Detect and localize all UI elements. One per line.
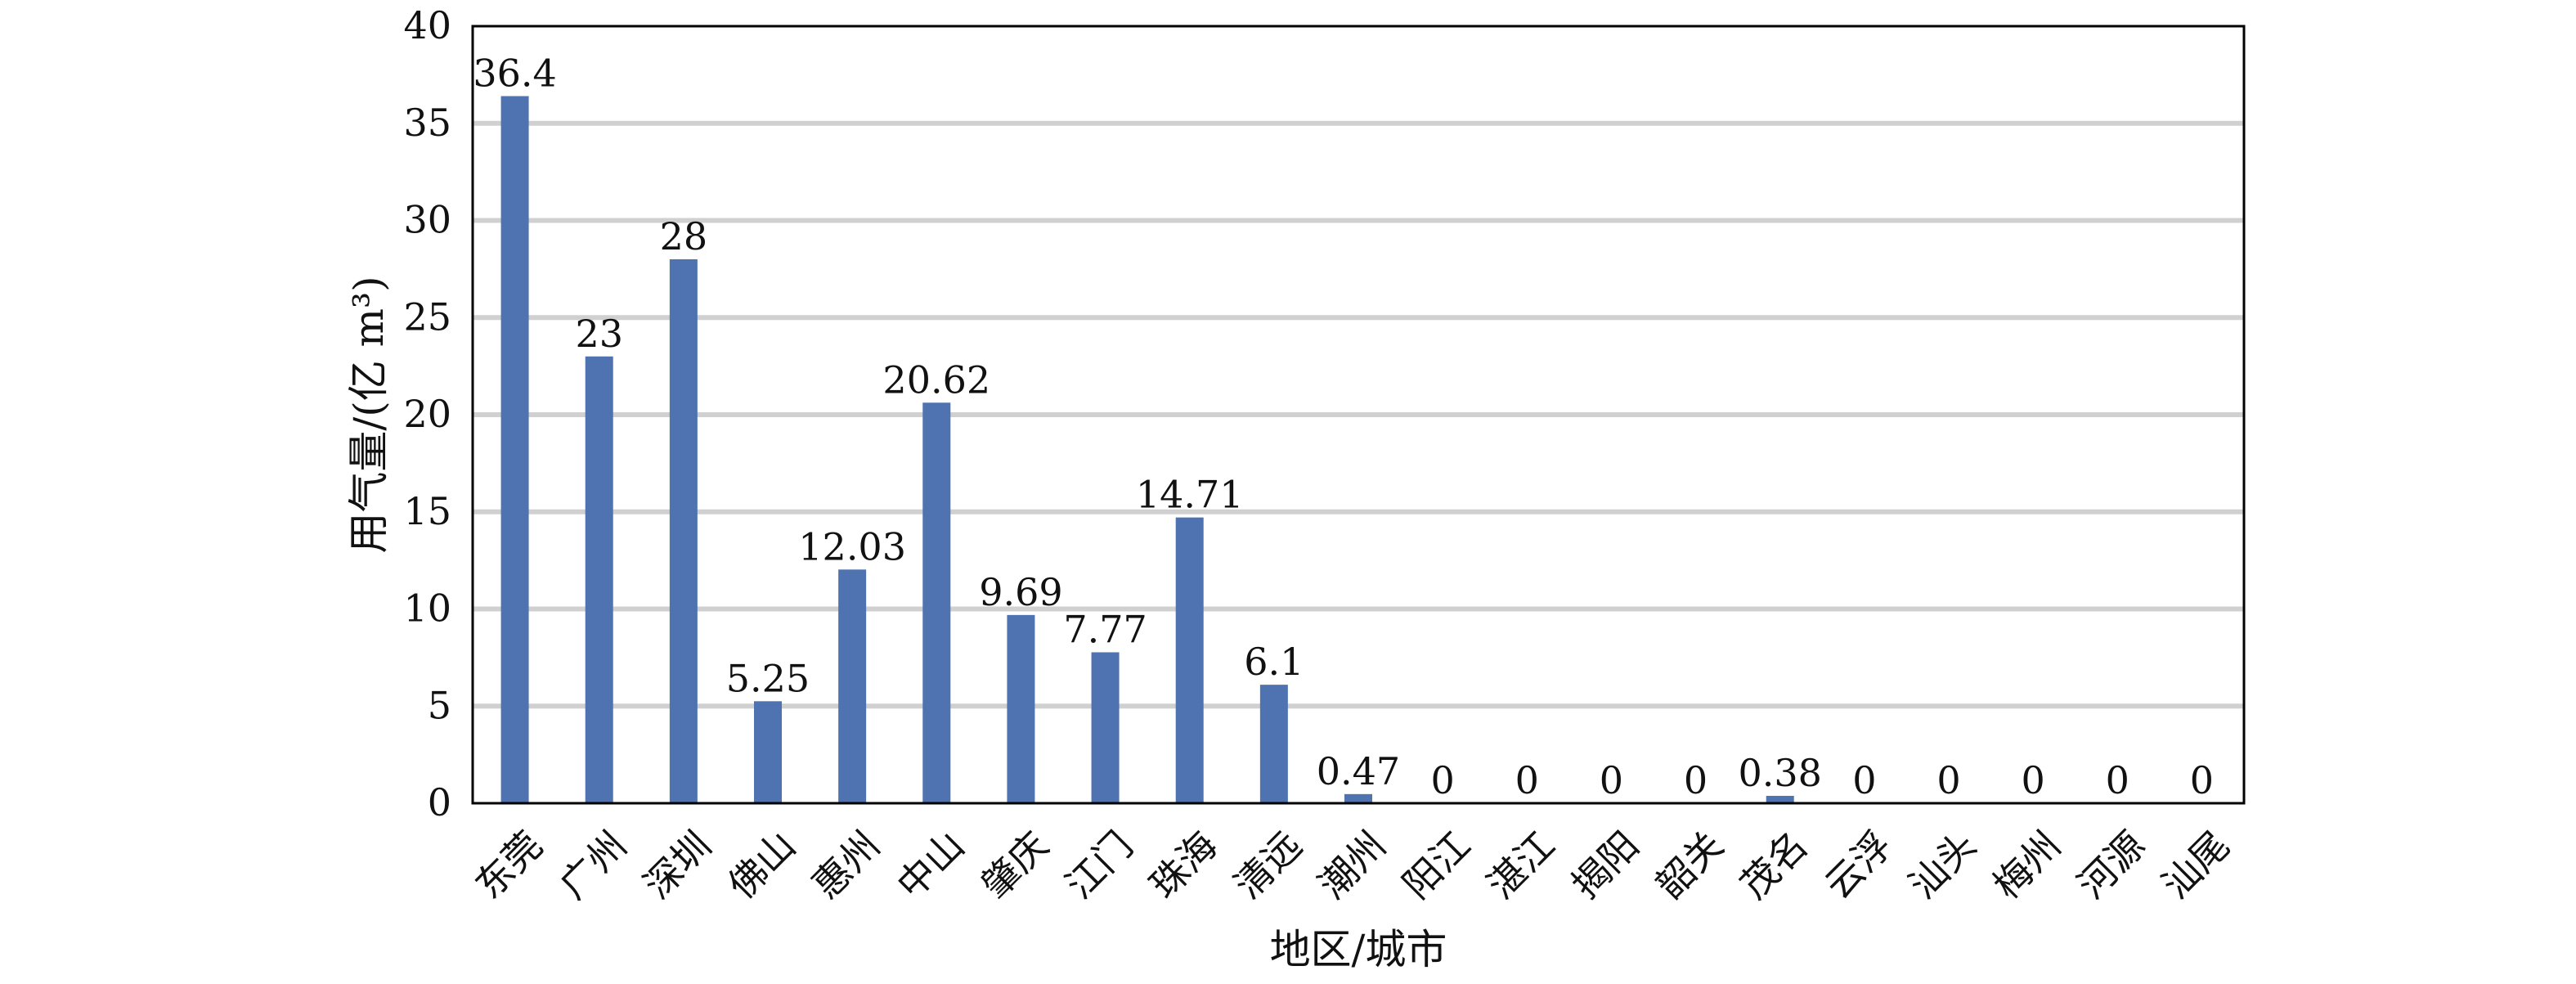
x-tick-label: 广州 — [551, 823, 635, 907]
x-tick-label: 河源 — [2069, 823, 2153, 907]
gridlines — [473, 120, 2244, 709]
y-axis-title: 用气量/(亿 m³) — [345, 276, 393, 553]
data-label: 0 — [1515, 758, 1539, 802]
data-label: 36.4 — [473, 52, 556, 96]
x-tick-label: 东莞 — [466, 823, 550, 907]
x-tick-label: 茂名 — [1732, 823, 1816, 907]
bar — [1091, 652, 1120, 803]
data-label: 0 — [2190, 758, 2214, 802]
data-label: 0.47 — [1317, 749, 1400, 793]
y-tick-label: 0 — [428, 780, 451, 824]
data-label: 23 — [575, 312, 623, 356]
data-label: 20.62 — [882, 357, 990, 402]
y-tick-label: 15 — [403, 489, 451, 533]
x-tick-label: 汕头 — [1901, 823, 1985, 907]
bar — [500, 96, 529, 803]
x-axis-title: 地区/城市 — [1270, 926, 1447, 973]
x-tick-label: 佛山 — [720, 823, 804, 907]
data-label: 5.25 — [726, 656, 810, 700]
bars — [500, 96, 1794, 803]
x-tick-label: 汕尾 — [2153, 823, 2237, 907]
data-label: 6.1 — [1244, 640, 1304, 684]
y-tick-label: 5 — [428, 683, 451, 727]
bar — [585, 356, 613, 803]
data-label: 0 — [2022, 758, 2045, 802]
x-tick-label: 韶关 — [1647, 823, 1731, 907]
data-label: 9.69 — [979, 570, 1062, 614]
y-tick-label: 25 — [403, 294, 451, 339]
x-tick-label: 珠海 — [1142, 823, 1226, 907]
bar — [1007, 614, 1035, 803]
y-tick-label: 10 — [403, 586, 451, 631]
data-label: 28 — [660, 214, 708, 258]
y-tick-label: 20 — [403, 392, 451, 436]
y-tick-label: 35 — [403, 101, 451, 145]
y-tick-label: 30 — [403, 198, 451, 242]
data-label: 0 — [2106, 758, 2129, 802]
data-label: 0 — [1852, 758, 1876, 802]
bar — [1766, 795, 1794, 803]
x-tick-label: 中山 — [888, 823, 972, 907]
x-tick-label: 云浮 — [1816, 823, 1901, 907]
bar — [669, 259, 698, 803]
data-label: 12.03 — [798, 524, 906, 568]
x-tick-label: 湛江 — [1479, 823, 1563, 907]
data-label: 0 — [1431, 758, 1455, 802]
x-tick-label: 江门 — [1057, 823, 1141, 907]
x-tick-labels: 东莞 广州 深圳 佛山 惠州 中山 肇庆 江门 珠海 清远 潮州 阳江 湛江 揭阳 韶关 茂名 云浮 汕头 梅州 河源… — [466, 823, 2237, 907]
bar — [922, 402, 951, 803]
x-tick-label: 梅州 — [1985, 823, 2069, 907]
bar — [1344, 793, 1372, 803]
bar — [1175, 517, 1204, 803]
data-label: 7.77 — [1063, 607, 1147, 651]
y-tick-labels: 0 5 10 15 20 25 30 35 40 — [403, 3, 451, 824]
x-tick-label: 深圳 — [635, 823, 720, 907]
bar — [754, 701, 782, 803]
plot-frame — [471, 25, 2246, 805]
bar — [838, 569, 867, 803]
data-labels: 36.4 23 28 5.25 12.03 20.62 9.697.77 14.71 6.1 0.… — [473, 52, 2214, 803]
x-tick-label: 惠州 — [804, 823, 888, 907]
x-tick-label: 阳江 — [1394, 823, 1479, 907]
x-tick-label: 揭阳 — [1563, 823, 1647, 907]
x-tick-label: 肇庆 — [972, 823, 1057, 907]
x-tick-label: 清远 — [1226, 823, 1310, 907]
data-label: 14.71 — [1136, 473, 1244, 517]
x-tick-label: 潮州 — [1310, 823, 1394, 907]
data-label: 0 — [1684, 758, 1708, 802]
data-label: 0.38 — [1739, 751, 1822, 795]
data-label: 0 — [1936, 758, 1960, 802]
bar — [1259, 685, 1288, 803]
data-label: 0 — [1600, 758, 1623, 802]
y-tick-label: 40 — [403, 3, 451, 47]
